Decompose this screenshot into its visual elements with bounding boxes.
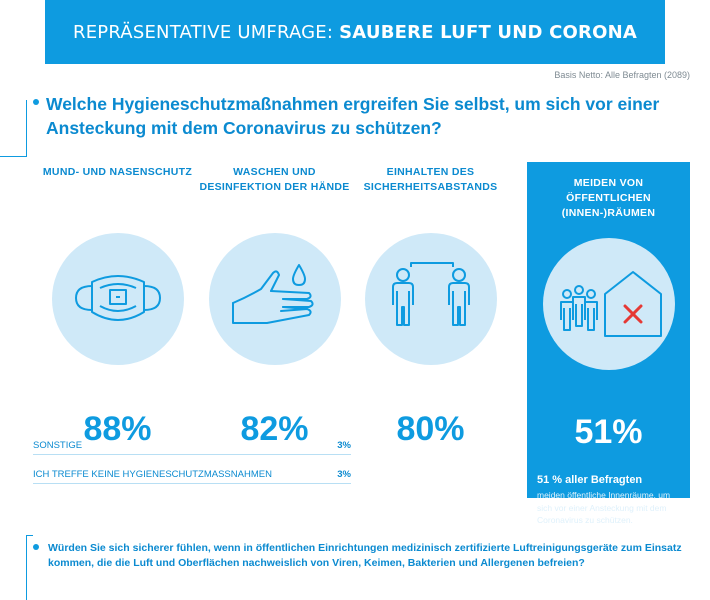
- measure-label: EINHALTEN DES SICHERHEITSABSTANDS: [363, 166, 498, 193]
- measure-mask: MUND- UND NASENSCHUTZ 88%: [40, 165, 195, 449]
- measure-label: MUND- UND NASENSCHUTZ: [42, 166, 193, 178]
- decorative-line: [26, 100, 27, 156]
- measure-circle: [364, 233, 497, 365]
- decorative-line: [26, 535, 27, 600]
- bottom-question: Würden Sie sich sicherer fühlen, wenn in…: [48, 542, 682, 569]
- house-cross-icon: [559, 271, 662, 337]
- decorative-line: [27, 535, 33, 536]
- list-item: ICH TREFFE KEINE HYGIENESCHUTZMASSNAHMEN…: [33, 467, 351, 484]
- measure-label: MEIDEN VON ÖFFENTLICHEN (INNEN-)RÄUMEN: [561, 177, 656, 219]
- measure-circle: [542, 238, 675, 370]
- measure-value: 88%: [83, 410, 152, 448]
- measure-label: WASCHEN UND DESINFEKTION DER HÄNDE: [199, 166, 350, 193]
- measure-circle: [51, 233, 184, 365]
- measure-value: 82%: [240, 410, 309, 448]
- highlight-note-title: 51 % aller Befragten: [537, 474, 643, 486]
- header-title-prefix: REPRÄSENTATIVE UMFRAGE:: [73, 21, 334, 43]
- others-value: 3%: [337, 440, 351, 451]
- header-title-main: SAUBERE LUFT UND CORONA: [339, 21, 637, 43]
- measure-distance: EINHALTEN DES SICHERHEITSABSTANDS 80%: [353, 165, 508, 449]
- highlight-panel: MEIDEN VON ÖFFENTLICHEN (INNEN-)RÄUMEN 5…: [527, 162, 690, 525]
- mask-icon: [74, 275, 161, 321]
- distance-people-icon: [391, 262, 470, 326]
- basis-note: Basis Netto: Alle Befragten (2089): [554, 70, 690, 80]
- others-value: 3%: [337, 469, 351, 480]
- hand-drop-icon: [231, 264, 314, 324]
- measure-circle: [208, 233, 341, 365]
- main-question: Welche Hygieneschutzmaßnahmen ergreifen …: [46, 94, 660, 138]
- measure-value: 51%: [574, 413, 643, 451]
- others-label: SONSTIGE: [33, 440, 83, 451]
- header-banner: REPRÄSENTATIVE UMFRAGE: SAUBERE LUFT UND…: [45, 0, 665, 64]
- others-list: SONSTIGE 3% ICH TREFFE KEINE HYGIENESCHU…: [33, 438, 351, 496]
- others-label: ICH TREFFE KEINE HYGIENESCHUTZMASSNAHMEN: [33, 469, 272, 480]
- bullet-dot: [33, 99, 39, 105]
- measure-handwash: WASCHEN UND DESINFEKTION DER HÄNDE 82%: [197, 165, 352, 449]
- highlight-note-text: meiden öffentliche Innenräume, um sich v…: [537, 490, 671, 525]
- measure-value: 80%: [396, 410, 465, 448]
- list-item: SONSTIGE 3%: [33, 438, 351, 455]
- bullet-dot: [33, 544, 39, 550]
- decorative-line: [0, 156, 27, 157]
